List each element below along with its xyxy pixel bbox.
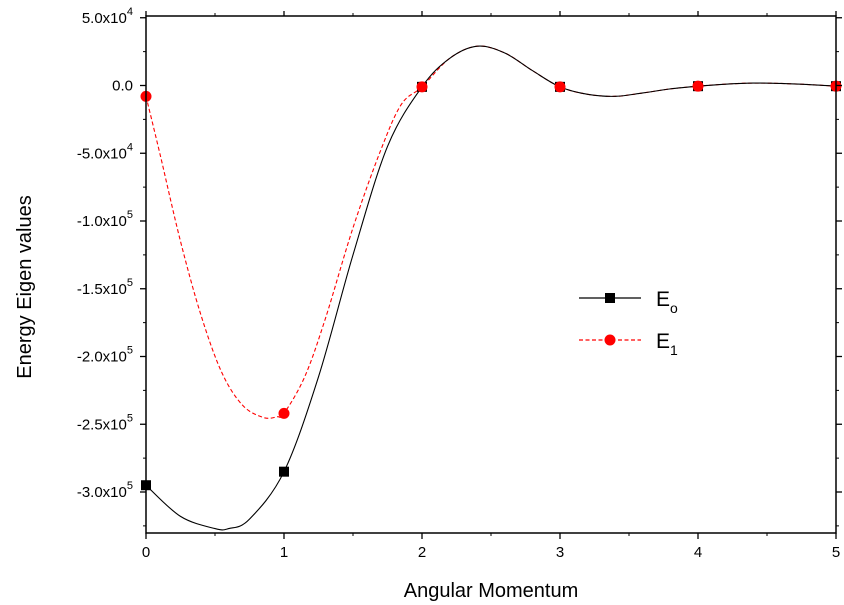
y-tick-label: 0.0	[112, 78, 133, 95]
x-tick-label: 4	[694, 544, 702, 561]
y-tick-label: 5.0x104	[82, 6, 133, 27]
y-tick-label: -1.5x105	[77, 277, 133, 298]
x-tick-label: 5	[832, 544, 840, 561]
x-tick-label: 3	[556, 544, 564, 561]
y-tick-label: -3.0x105	[77, 480, 133, 501]
x-axis-ticks: 0 1 2 3 4 5	[142, 11, 840, 561]
y-tick-label: -5.0x104	[77, 141, 133, 162]
series-markers	[140, 80, 842, 491]
data-point-e0	[279, 466, 289, 477]
legend-marker-square	[605, 293, 615, 303]
x-tick-label: 1	[280, 544, 288, 561]
data-point-e1	[416, 81, 428, 93]
y-axis-ticks: 5.0x104 0.0 -5.0x104 -1.0x105 -1.5x105 -2.0x1…	[77, 6, 842, 527]
x-axis-title: Angular Momentum	[404, 580, 579, 602]
x-tick-label: 0	[142, 544, 150, 561]
series-curves	[146, 45, 836, 531]
x-tick-label: 2	[418, 544, 426, 561]
y-tick-label: -2.5x105	[77, 412, 133, 433]
legend: Eo E1	[579, 288, 678, 358]
y-tick-label: -1.0x105	[77, 209, 133, 230]
y-axis-title: Energy Eigen values	[14, 195, 36, 378]
legend-label: Eo	[656, 288, 678, 316]
legend-marker-circle	[604, 334, 616, 346]
data-point-e1	[554, 81, 566, 93]
series-line-e0	[146, 45, 836, 531]
data-point-e1	[278, 407, 290, 419]
y-tick-label: -2.0x105	[77, 345, 133, 366]
plot-frame	[145, 15, 837, 534]
series-line-e1	[146, 45, 836, 419]
data-point-e1	[692, 80, 704, 92]
legend-label: E1	[656, 330, 678, 358]
